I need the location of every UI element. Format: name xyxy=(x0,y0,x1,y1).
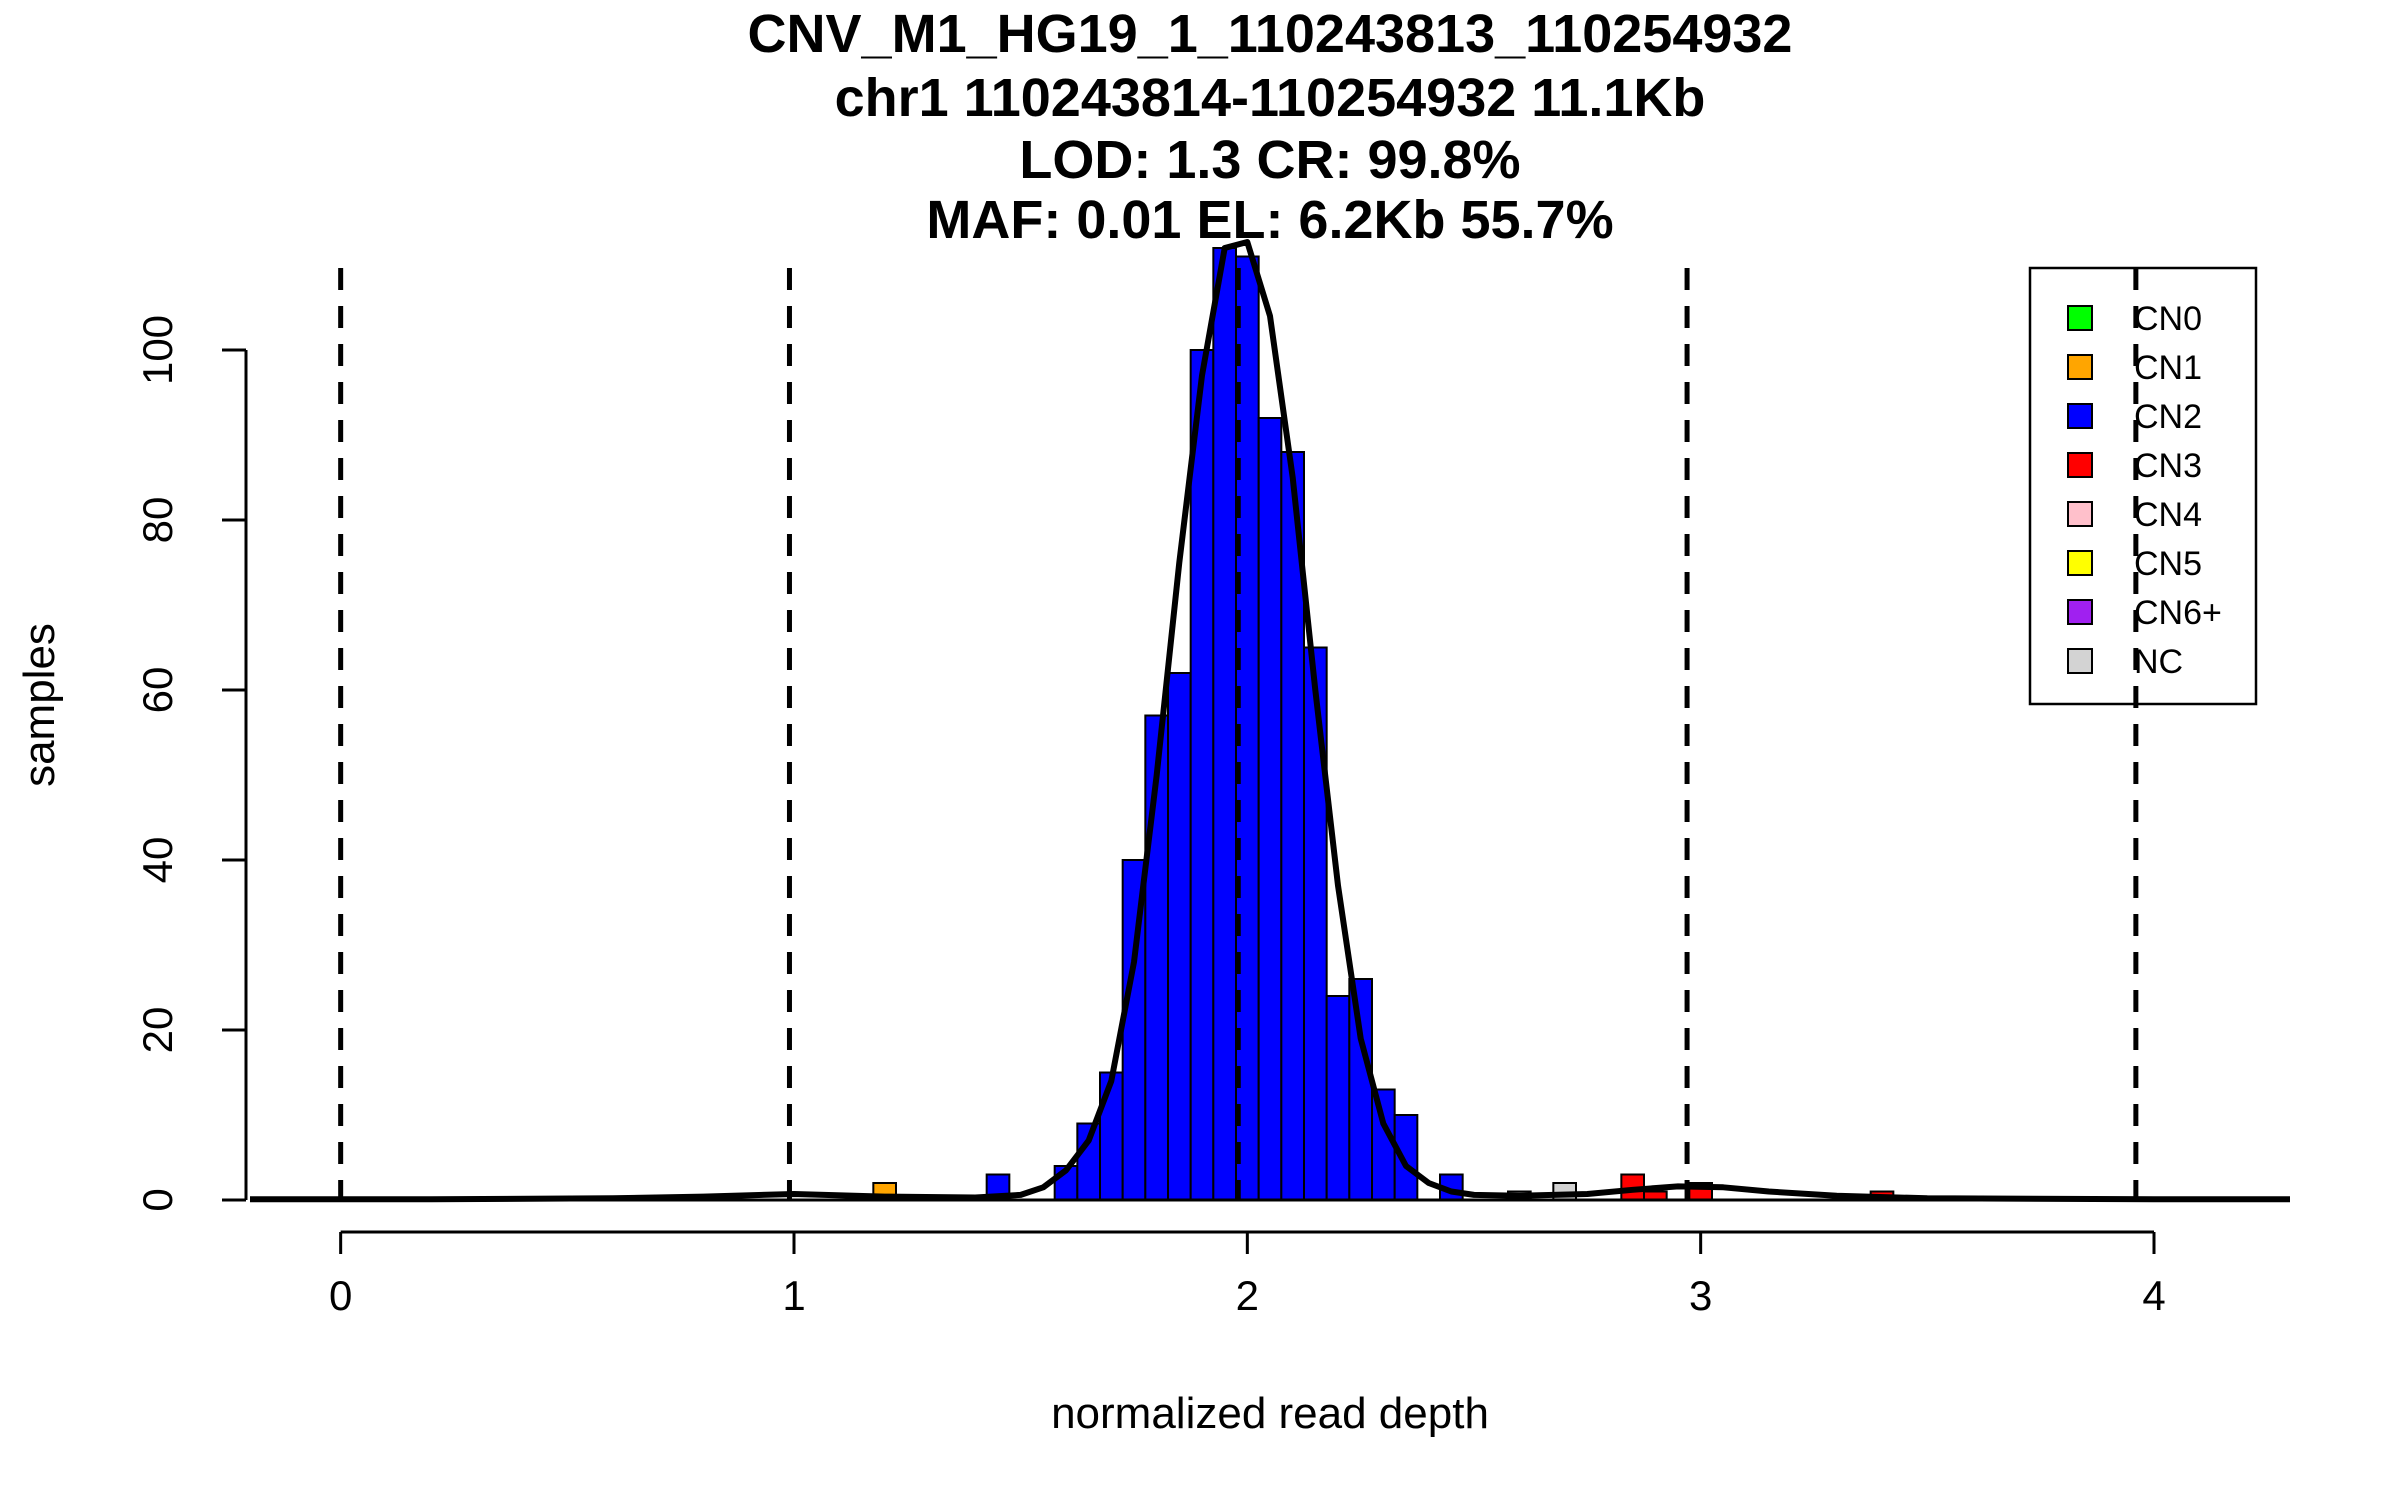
legend-swatch-cn0 xyxy=(2067,305,2093,331)
legend-label-cn4: CN4 xyxy=(2134,496,2202,534)
legend-label-cn3: CN3 xyxy=(2134,447,2202,485)
legend-box xyxy=(2028,266,2258,706)
legend-swatch-nc xyxy=(2067,648,2093,674)
legend-swatch-cn4 xyxy=(2067,501,2093,527)
bar-cn2-2.2 xyxy=(1325,995,1351,1201)
x-tick-label-0: 0 xyxy=(329,1272,352,1319)
legend-label-nc: NC xyxy=(2134,643,2183,681)
density-curve-layer xyxy=(250,239,2290,1203)
bar-cn2-1.95 xyxy=(1212,247,1238,1201)
bar-cn2-1.85 xyxy=(1167,672,1192,1201)
y-tick-label-60: 60 xyxy=(134,667,181,714)
x-axis-title: normalized read depth xyxy=(1051,1389,1489,1438)
bar-cn2-1.7 xyxy=(1099,1071,1124,1201)
bar-cn2-1.9 xyxy=(1189,349,1215,1201)
histogram-bars xyxy=(872,247,1895,1201)
y-tick-label-100: 100 xyxy=(134,315,181,385)
y-tick-label-0: 0 xyxy=(134,1188,181,1211)
x-tick-label-1: 1 xyxy=(782,1272,805,1319)
y-tick-label-80: 80 xyxy=(134,497,181,544)
x-tick-label-4: 4 xyxy=(2142,1272,2165,1319)
legend-swatch-cn3 xyxy=(2067,452,2093,478)
y-axis-title: samples xyxy=(15,623,64,787)
legend-label-cn2: CN2 xyxy=(2134,398,2202,436)
legend-swatch-cn2 xyxy=(2067,403,2093,429)
legend-label-cn6plus: CN6+ xyxy=(2134,594,2222,632)
title-line-1: CNV_M1_HG19_1_110243813_110254932 xyxy=(748,4,1793,64)
y-tick-label-20: 20 xyxy=(134,1007,181,1054)
legend-swatch-cn6plus xyxy=(2067,599,2093,625)
bar-cn2-2.15 xyxy=(1303,646,1328,1201)
legend-label-cn1: CN1 xyxy=(2134,349,2202,387)
x-tick-label-2: 2 xyxy=(1236,1272,1259,1319)
density-curve xyxy=(250,239,2290,1203)
title-line-4: MAF: 0.01 EL: 6.2Kb 55.7% xyxy=(926,190,1613,250)
legend-label-cn0: CN0 xyxy=(2134,300,2202,338)
title-line-3: LOD: 1.3 CR: 99.8% xyxy=(1019,130,1520,190)
legend: CN0 CN1 CN2 CN3 CN4 CN5 CN6+ NC xyxy=(2028,266,2258,706)
legend-swatch-cn5 xyxy=(2067,550,2093,576)
x-tick-label-3: 3 xyxy=(1689,1272,1712,1319)
title-line-2: chr1 110243814-110254932 11.1Kb xyxy=(835,68,1706,128)
bar-cn2-2.05 xyxy=(1257,417,1283,1201)
y-tick-label-40: 40 xyxy=(134,837,181,884)
bar-cn2-2.25 xyxy=(1348,978,1374,1201)
chart-title: CNV_M1_HG19_1_110243813_110254932 chr1 1… xyxy=(748,4,1793,250)
legend-label-cn5: CN5 xyxy=(2134,545,2202,583)
legend-swatch-cn1 xyxy=(2067,354,2093,380)
